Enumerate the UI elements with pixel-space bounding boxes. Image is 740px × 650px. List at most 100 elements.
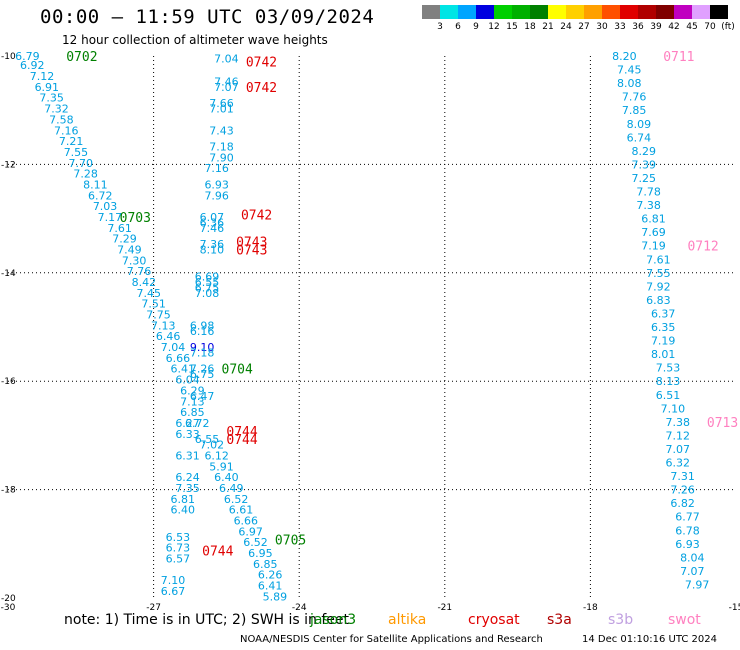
wave-height-point: 7.03: [93, 200, 118, 213]
x-tick-label: -21: [437, 603, 452, 613]
colorbar-label: 3: [437, 22, 443, 32]
pass-time-label: 0744: [226, 425, 257, 440]
satellite-legend-item: jason3: [310, 612, 357, 628]
pass-time-label: 0712: [687, 240, 718, 255]
wave-height-point: 7.16: [54, 124, 79, 137]
wave-height-point: 7.58: [49, 113, 74, 126]
wave-height-point: 7.26: [670, 484, 695, 497]
colorbar-swatch: [458, 5, 476, 19]
wave-height-point: 6.81: [641, 213, 666, 226]
chart-subtitle: 12 hour collection of altimeter wave hei…: [62, 33, 328, 47]
wave-height-point: 6.57: [166, 552, 191, 565]
wave-height-point: 8.11: [83, 178, 108, 191]
colorbar-swatch: [440, 5, 458, 19]
pass-time-label: 0704: [222, 363, 253, 378]
wave-height-point: 7.76: [622, 91, 647, 104]
colorbar-label: 45: [686, 22, 698, 32]
wave-height-point: 7.19: [641, 240, 666, 253]
wave-height-point: 7.08: [195, 287, 220, 300]
wave-height-point: 8.13: [656, 375, 681, 388]
y-tick-label: -16: [1, 377, 16, 387]
colorbar-label: 6: [455, 22, 461, 32]
satellite-legend-item: swot: [668, 612, 701, 628]
colorbar-swatch: [494, 5, 512, 19]
wave-height-point: 8.10: [200, 243, 225, 256]
wave-height-point: 8.09: [627, 118, 652, 131]
wave-height-point: 6.82: [670, 497, 695, 510]
wave-height-point: 6.98: [190, 319, 215, 332]
wave-height-point: 7.69: [641, 226, 666, 239]
wave-height-point: 7.07: [680, 565, 705, 578]
colorbar-swatch: [422, 5, 440, 19]
satellite-legend-item: altika: [388, 612, 427, 628]
wave-height-point: 6.33: [175, 428, 200, 441]
pass-time-label: 0743: [236, 243, 267, 258]
colorbar-label: (ft): [721, 22, 735, 32]
y-tick-label: -20: [1, 594, 16, 604]
wave-height-point: 6.29: [180, 384, 205, 397]
wave-height-point: 6.07: [200, 211, 225, 224]
wave-height-point: 6.31: [175, 449, 200, 462]
colorbar-swatch: [548, 5, 566, 19]
x-tick-label: -27: [146, 603, 161, 613]
wave-height-point: 6.85: [180, 406, 205, 419]
wave-height-point: 7.25: [632, 172, 657, 185]
wave-height-point: 7.92: [646, 280, 671, 293]
wave-height-point: 6.66: [166, 352, 191, 365]
wave-height-point: 7.36: [200, 238, 225, 251]
colorbar-label: 18: [524, 22, 536, 32]
wave-height-point: 6.69: [195, 271, 220, 284]
colorbar-label: 12: [488, 22, 500, 32]
colorbar-label: 27: [578, 22, 590, 32]
colorbar-swatch: [566, 5, 584, 19]
colorbar-label: 30: [596, 22, 608, 32]
wave-height-point: 6.40: [214, 471, 239, 484]
generated-timestamp: 14 Dec 01:10:16 UTC 2024: [582, 634, 717, 645]
wave-height-point: 6.67: [161, 585, 186, 598]
pass-time-label: 0711: [663, 50, 694, 65]
wave-height-point: 7.43: [209, 124, 234, 137]
wave-height-point: 7.49: [117, 243, 142, 256]
wave-height-point: 7.35: [39, 92, 64, 105]
wave-height-point: 7.01: [209, 103, 234, 116]
wave-height-point: 7.12: [666, 429, 691, 442]
wave-height-point: 7.45: [617, 64, 642, 77]
wave-height-point: 7.29: [112, 233, 137, 246]
wave-height-point: 6.93: [204, 178, 229, 191]
wave-height-point: 6.55: [195, 433, 220, 446]
wave-height-point: 6.40: [170, 504, 195, 517]
wave-height-point: 6.37: [651, 307, 676, 320]
pass-time-label: 0703: [120, 211, 151, 226]
wave-height-point: 6.24: [175, 471, 200, 484]
wave-height-point: 5.91: [209, 460, 234, 473]
pass-time-label: 0743: [236, 235, 267, 250]
pass-time-label: 0742: [241, 208, 272, 223]
y-tick-label: -12: [1, 160, 16, 170]
wave-height-point: 7.07: [666, 443, 691, 456]
wave-height-point: 7.61: [107, 222, 132, 235]
pass-time-label: 0744: [226, 433, 257, 448]
colorbar-swatch: [674, 5, 692, 19]
wave-height-point: 7.96: [204, 189, 229, 202]
wave-height-point: 7.38: [636, 199, 661, 212]
wave-height-point: 7.85: [622, 104, 647, 117]
colorbar-label: 15: [506, 22, 518, 32]
wave-height-point: 6.36: [200, 216, 225, 229]
colorbar-swatch: [584, 5, 602, 19]
wave-height-point: 7.17: [98, 211, 123, 224]
wave-height-point: 7.31: [670, 470, 695, 483]
wave-height-point: 7.97: [685, 578, 710, 591]
wave-height-point: 6.41: [170, 363, 195, 376]
wave-height-point: 7.75: [146, 309, 171, 322]
y-tick-label: -14: [1, 269, 16, 279]
wave-height-point: 8.01: [651, 348, 676, 361]
wave-height-point: 7.45: [136, 287, 161, 300]
wave-height-point: 8.42: [132, 276, 157, 289]
colorbar-label: 33: [614, 22, 626, 32]
wave-height-point: 6.47: [190, 390, 215, 403]
wave-height-point: 7.12: [30, 70, 55, 83]
y-tick-label: -18: [1, 486, 16, 496]
wave-height-point: 6.41: [258, 580, 283, 593]
wave-height-point: 7.55: [64, 146, 89, 159]
colorbar-swatch: [602, 5, 620, 19]
